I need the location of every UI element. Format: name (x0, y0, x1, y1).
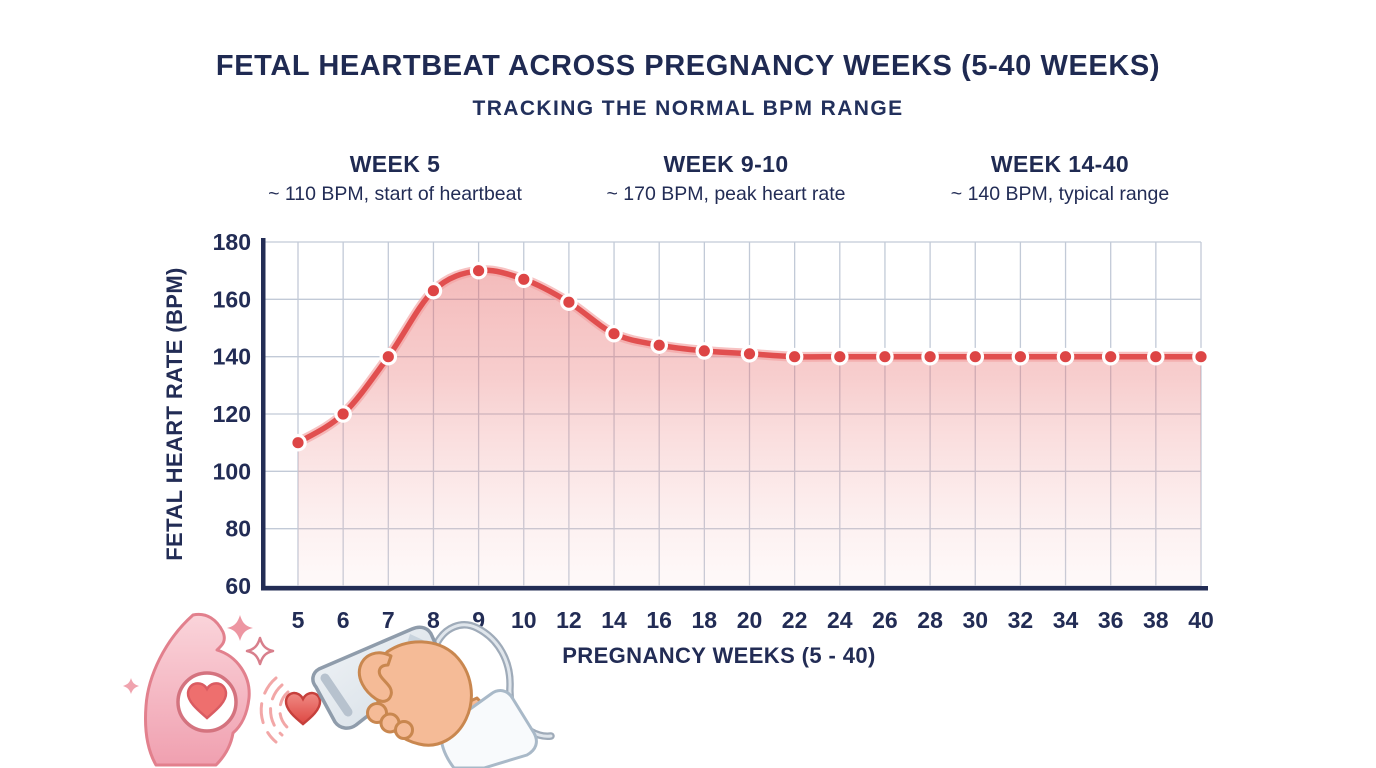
x-tick-label: 36 (1098, 607, 1124, 633)
index-finger (357, 651, 393, 703)
data-point (1011, 347, 1030, 366)
x-tick-label: 38 (1143, 607, 1169, 633)
x-tick-label: 28 (917, 607, 943, 633)
finger-bump (394, 720, 414, 740)
x-tick-label: 40 (1188, 607, 1214, 633)
area-fill (298, 270, 1201, 586)
data-point (1192, 347, 1210, 366)
x-tick-label: 22 (782, 607, 808, 633)
data-point (966, 347, 985, 366)
x-tick-label: 18 (692, 607, 718, 633)
data-point (1101, 347, 1120, 366)
x-tick-label: 20 (737, 607, 763, 633)
beating-heart-icon (259, 676, 322, 744)
x-tick-label: 24 (827, 607, 853, 633)
annotation-heading: WEEK 5 (349, 151, 441, 177)
data-point (424, 281, 443, 300)
data-point (876, 347, 894, 366)
x-tick-label: 26 (872, 607, 898, 633)
annotation-heading: WEEK 9-10 (663, 151, 789, 177)
data-point (1147, 347, 1165, 366)
data-point (785, 347, 804, 366)
x-axis-line (261, 586, 1208, 591)
annotation-week-5: WEEK 5 ~ 110 BPM, start of heartbeat (185, 150, 605, 206)
x-tick-label: 8 (427, 607, 440, 633)
sparkle-small-icon (123, 678, 139, 694)
y-tick-label: 120 (213, 401, 251, 427)
x-tick-label: 16 (646, 607, 672, 633)
x-tick-label: 7 (382, 607, 395, 633)
data-point (514, 270, 533, 289)
data-point (740, 344, 759, 363)
data-point (289, 433, 307, 452)
pregnant-belly-icon (144, 612, 251, 767)
y-tick-label: 180 (213, 229, 251, 255)
data-point (695, 342, 714, 360)
y-tick-label: 60 (225, 573, 251, 599)
annotation-week-9-10: WEEK 9-10 ~ 170 BPM, peak heart rate (516, 150, 936, 206)
x-tick-label: 14 (601, 607, 627, 633)
x-tick-label: 10 (511, 607, 537, 633)
chart-axes (261, 238, 1208, 591)
page-title: FETAL HEARTBEAT ACROSS PREGNANCY WEEKS (… (215, 50, 1161, 82)
data-point (560, 293, 578, 311)
hand-icon (357, 640, 473, 747)
x-axis-label: PREGNANCY WEEKS (5 - 40) (562, 643, 876, 668)
y-axis-line (261, 238, 266, 590)
chart-area-fill (298, 270, 1201, 586)
annotation-detail: ~ 170 BPM, peak heart rate (606, 183, 846, 205)
x-tick-label: 32 (1008, 607, 1034, 633)
x-tick-label: 12 (556, 607, 582, 633)
annotation-detail: ~ 110 BPM, start of heartbeat (268, 183, 522, 205)
page-subtitle: TRACKING THE NORMAL BPM RANGE (472, 97, 904, 120)
annotation-heading: WEEK 14-40 (990, 151, 1130, 177)
chart-data-points (289, 261, 1210, 452)
data-point (469, 261, 488, 280)
annotation-week-14-40: WEEK 14-40 ~ 140 BPM, typical range (850, 150, 1270, 206)
data-point (830, 347, 849, 366)
x-tick-label: 5 (292, 607, 305, 633)
sparkle-star-icon (227, 615, 253, 641)
sleeve-cuff-icon (439, 689, 538, 768)
y-tick-label: 100 (213, 458, 251, 484)
x-tick-label: 6 (337, 607, 350, 633)
sparkle-diamond-icon (245, 636, 275, 666)
y-tick-label: 160 (213, 286, 251, 312)
y-tick-label: 80 (225, 516, 251, 542)
data-point (605, 324, 623, 343)
sound-wave-arcs-icon (259, 676, 290, 744)
annotation-detail: ~ 140 BPM, typical range (950, 183, 1170, 205)
x-tick-label: 30 (963, 607, 989, 633)
data-point (650, 336, 668, 354)
data-point (379, 347, 398, 366)
data-point (921, 347, 939, 366)
x-tick-label: 34 (1053, 607, 1079, 633)
data-point (1056, 347, 1075, 366)
y-axis-label: FETAL HEART RATE (BPM) (162, 267, 187, 561)
y-tick-label: 140 (213, 344, 251, 370)
data-point (334, 405, 352, 423)
sparkle-icons (123, 615, 275, 694)
ultrasound-illustration (123, 612, 555, 768)
